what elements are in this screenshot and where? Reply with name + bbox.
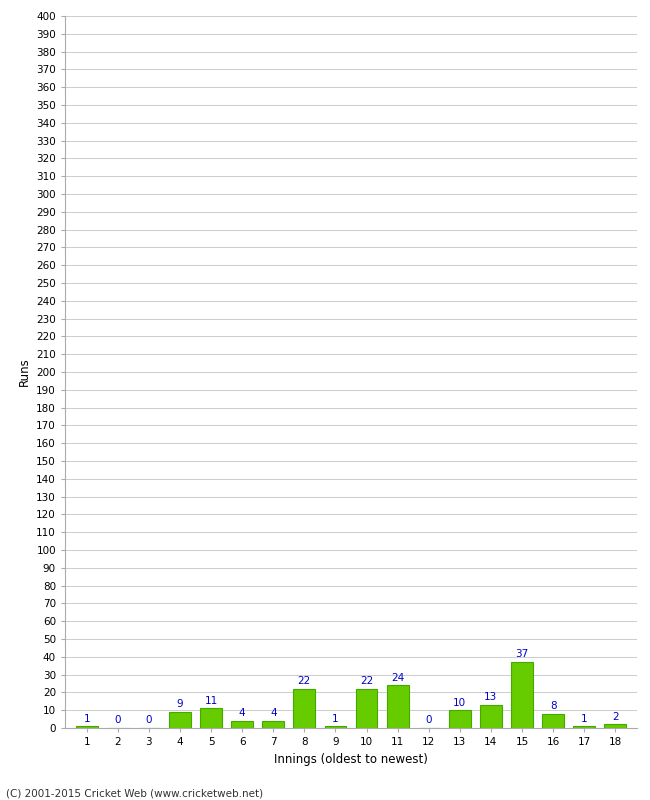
Text: 9: 9 <box>177 699 183 710</box>
Bar <box>294 689 315 728</box>
Text: 13: 13 <box>484 692 497 702</box>
Bar <box>387 686 408 728</box>
Text: 1: 1 <box>83 714 90 723</box>
Text: 4: 4 <box>270 708 277 718</box>
Text: 22: 22 <box>298 676 311 686</box>
Bar <box>263 721 284 728</box>
Text: (C) 2001-2015 Cricket Web (www.cricketweb.net): (C) 2001-2015 Cricket Web (www.cricketwe… <box>6 789 264 798</box>
Text: 1: 1 <box>581 714 588 723</box>
Bar <box>169 712 191 728</box>
Text: 37: 37 <box>515 650 528 659</box>
Bar <box>200 709 222 728</box>
Text: 8: 8 <box>550 701 556 711</box>
Text: 0: 0 <box>114 715 121 726</box>
Bar <box>511 662 533 728</box>
Y-axis label: Runs: Runs <box>18 358 31 386</box>
Bar <box>324 726 346 728</box>
Text: 22: 22 <box>360 676 373 686</box>
X-axis label: Innings (oldest to newest): Innings (oldest to newest) <box>274 753 428 766</box>
Text: 0: 0 <box>146 715 152 726</box>
Bar <box>231 721 253 728</box>
Text: 1: 1 <box>332 714 339 723</box>
Bar <box>604 725 626 728</box>
Bar <box>480 705 502 728</box>
Bar <box>449 710 471 728</box>
Text: 10: 10 <box>453 698 466 707</box>
Bar <box>356 689 378 728</box>
Text: 11: 11 <box>205 696 218 706</box>
Text: 2: 2 <box>612 712 619 722</box>
Text: 4: 4 <box>239 708 246 718</box>
Bar <box>76 726 98 728</box>
Bar <box>542 714 564 728</box>
Text: 24: 24 <box>391 673 404 682</box>
Bar <box>573 726 595 728</box>
Text: 0: 0 <box>426 715 432 726</box>
